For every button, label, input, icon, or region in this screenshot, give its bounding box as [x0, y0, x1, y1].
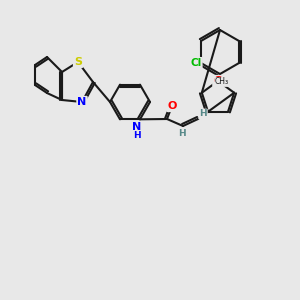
Text: CH₃: CH₃ — [215, 77, 229, 86]
Text: O: O — [167, 101, 177, 111]
Text: H: H — [199, 110, 207, 118]
Text: S: S — [74, 57, 82, 67]
Text: N: N — [132, 122, 142, 132]
Text: Cl: Cl — [190, 58, 202, 68]
Text: N: N — [77, 97, 87, 107]
Text: O: O — [213, 76, 223, 86]
Text: H: H — [178, 128, 186, 137]
Text: H: H — [133, 131, 141, 140]
